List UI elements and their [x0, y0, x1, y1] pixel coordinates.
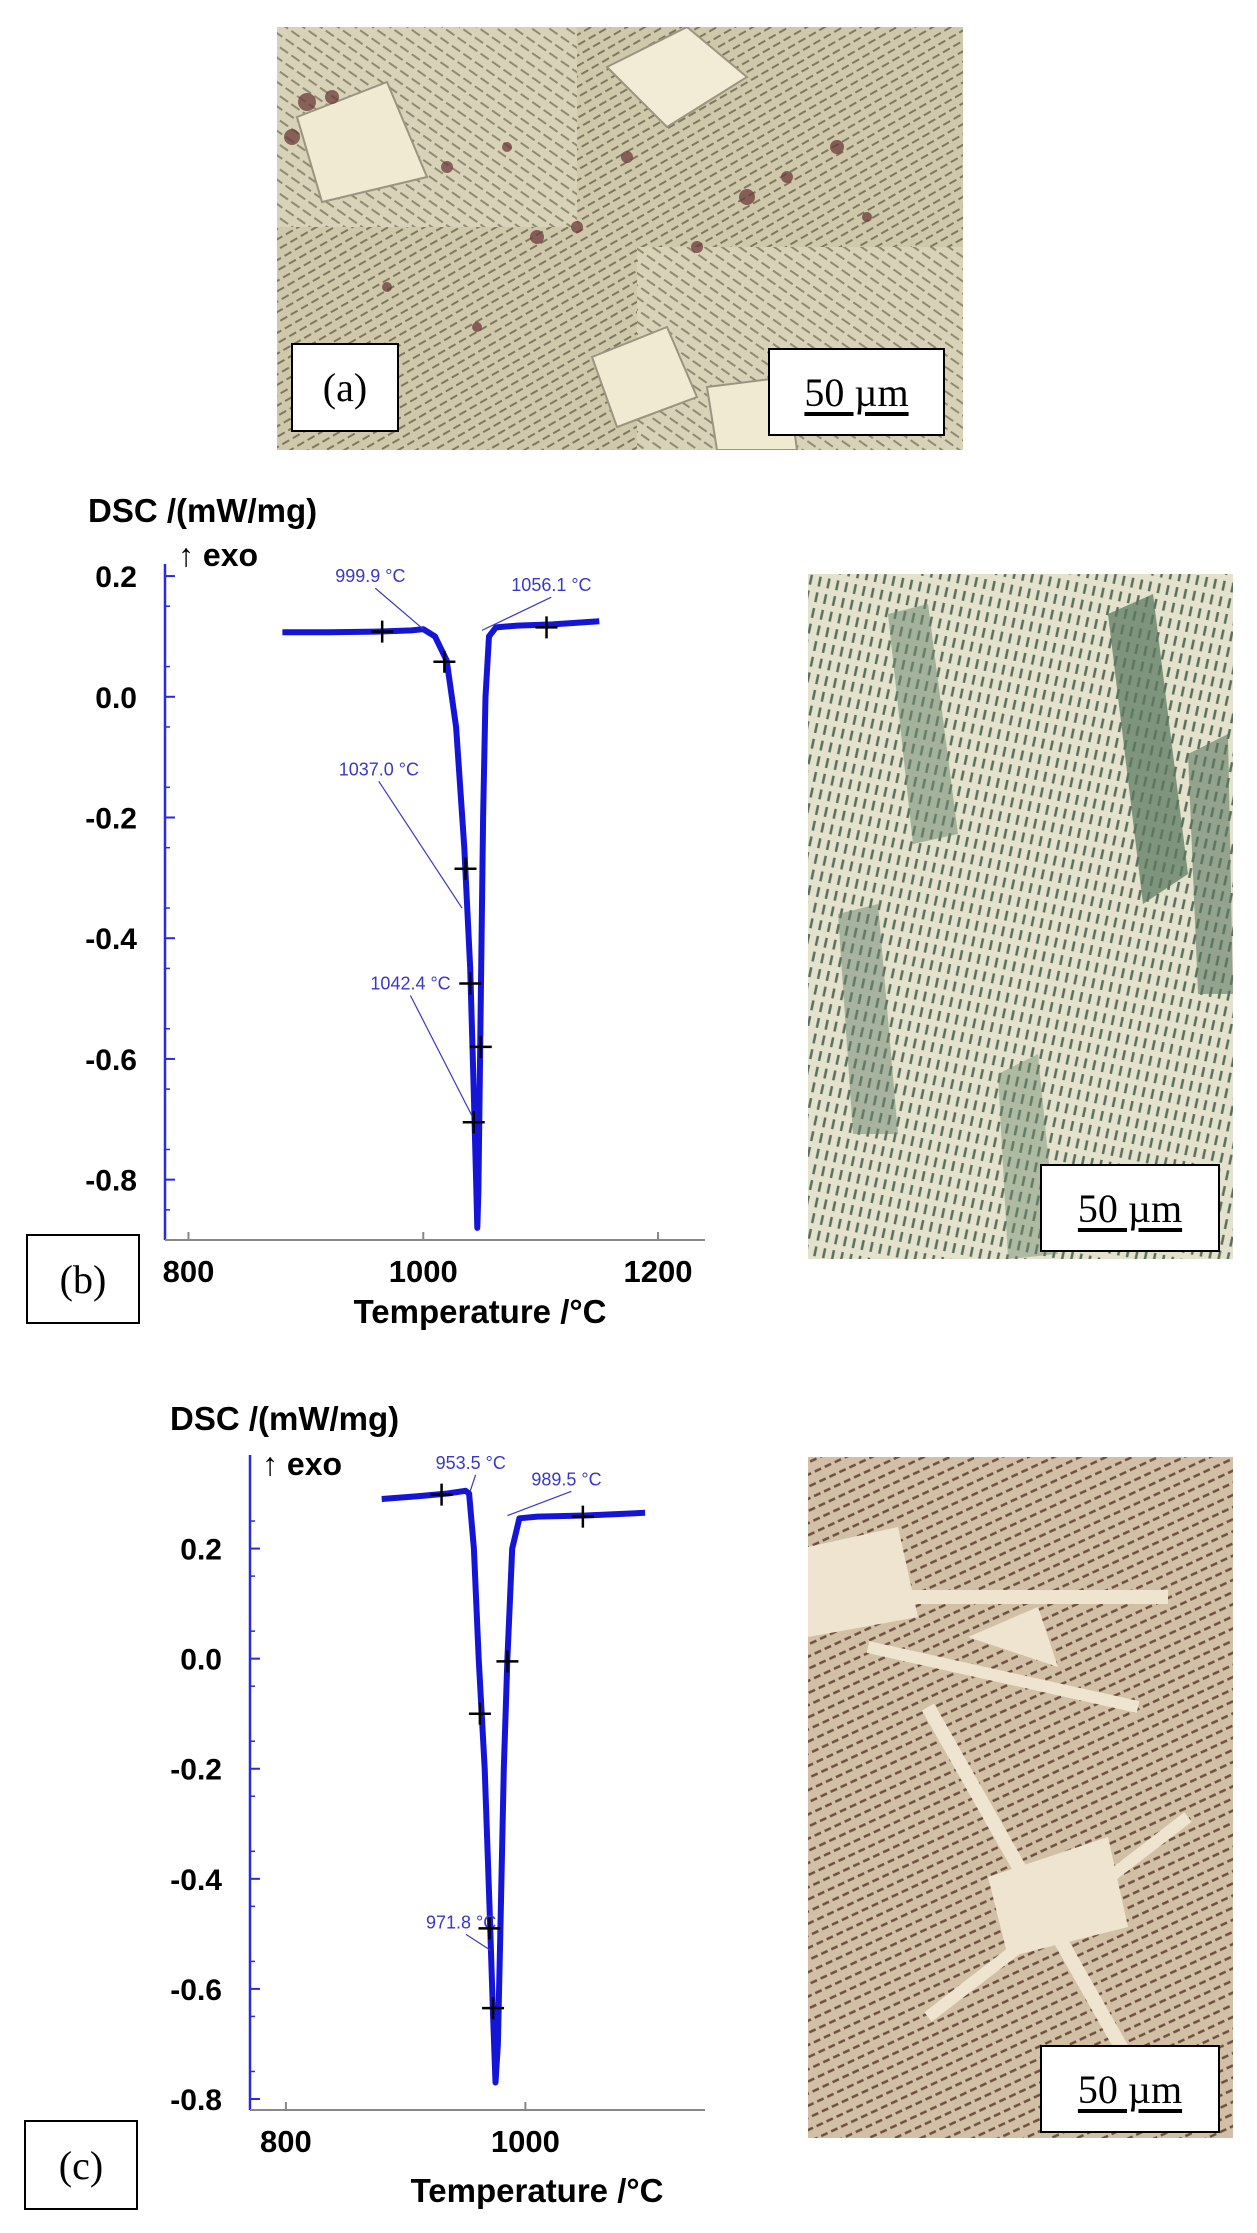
chart-c-annotation-label: 953.5 °C — [436, 1453, 506, 1473]
chart-b-y-tick-label: -0.4 — [85, 923, 137, 956]
chart-b-series-line — [282, 618, 600, 1231]
chart-b-annotation-label: 1056.1 °C — [511, 575, 591, 595]
chart-b-annotation-label: 1042.4 °C — [370, 974, 450, 994]
chart-b-y-tick-label: -0.6 — [85, 1044, 137, 1077]
dsc-chart-c: DSC /(mW/mg) ↑ exo 0.2 0.0 -0.2 -0.4 -0.6 -0.8 8… — [170, 1400, 705, 2209]
chart-c-annotation-leader — [465, 1933, 491, 1951]
chart-c-x-label: Temperature /°C — [411, 2172, 664, 2209]
chart-b-x-tick-label: 1000 — [389, 1254, 458, 1289]
micrograph-b-image — [808, 574, 1233, 1259]
chart-c-series-line — [381, 1487, 646, 2086]
panel-label-a-text: (a) — [322, 365, 368, 410]
panel-label-b-text: (b) — [59, 1256, 107, 1302]
chart-c-x-tick-label: 1000 — [491, 2124, 560, 2159]
micrograph-c — [808, 1457, 1233, 2138]
scale-bar-b: 50 µm — [1040, 1164, 1220, 1252]
chart-b-y-tick-label: -0.8 — [85, 1165, 137, 1198]
panel-label-b: (b) — [26, 1234, 140, 1324]
chart-c-x-tick-label: 800 — [260, 2124, 312, 2159]
chart-b-x-tick-label: 800 — [163, 1254, 215, 1289]
micrograph-c-image — [808, 1457, 1233, 2138]
panel-label-c-text: (c) — [58, 2142, 104, 2188]
chart-b-annotation-leader — [481, 596, 552, 631]
dsc-chart-b: DSC /(mW/mg) ↑ exo 0.2 0.0 -0.2 -0.4 -0.6 -0.8 8… — [85, 492, 705, 1330]
chart-b-x-tick-label: 1200 — [624, 1254, 693, 1289]
panel-label-a: (a) — [291, 343, 399, 432]
chart-c-exo-label: ↑ exo — [262, 1446, 342, 1482]
chart-c-title: DSC /(mW/mg) — [170, 1400, 399, 1437]
scale-bar-a: 50 µm — [768, 348, 945, 436]
chart-b-title: DSC /(mW/mg) — [88, 492, 317, 529]
chart-b-annotation-label: 1037.0 °C — [339, 759, 419, 779]
chart-b-x-label: Temperature /°C — [354, 1293, 607, 1330]
micrograph-b — [808, 574, 1233, 1259]
chart-c-annotation-leader — [507, 1490, 572, 1517]
chart-b-annotation-leader — [409, 995, 475, 1120]
chart-c-annotation-leader — [469, 1474, 477, 1491]
chart-c-y-tick-label: 0.2 — [180, 1534, 222, 1567]
scale-bar-a-text: 50 µm — [804, 369, 909, 415]
panel-label-c: (c) — [24, 2120, 138, 2210]
chart-b-exo-label: ↑ exo — [178, 537, 258, 573]
chart-b-annotation-leader — [378, 780, 463, 909]
scale-bar-b-text: 50 µm — [1077, 1185, 1183, 1231]
chart-c-y-tick-label: -0.6 — [170, 1974, 222, 2007]
chart-c-y-tick-label: -0.2 — [170, 1754, 222, 1787]
scale-bar-c-text: 50 µm — [1077, 2066, 1183, 2112]
chart-c-annotation-label: 989.5 °C — [531, 1469, 601, 1489]
chart-c-y-tick-label: -0.4 — [170, 1864, 222, 1897]
chart-c-y-tick-label: -0.8 — [170, 2084, 222, 2117]
chart-b-y-tick-label: -0.2 — [85, 803, 137, 836]
chart-b-y-tick-label: 0.2 — [95, 561, 137, 594]
scale-bar-c: 50 µm — [1040, 2045, 1220, 2133]
chart-b-annotation-label: 999.9 °C — [335, 566, 405, 586]
chart-c-y-tick-label: 0.0 — [180, 1644, 222, 1677]
chart-b-annotation-leader — [374, 587, 424, 630]
chart-b-y-tick-label: 0.0 — [95, 682, 137, 715]
